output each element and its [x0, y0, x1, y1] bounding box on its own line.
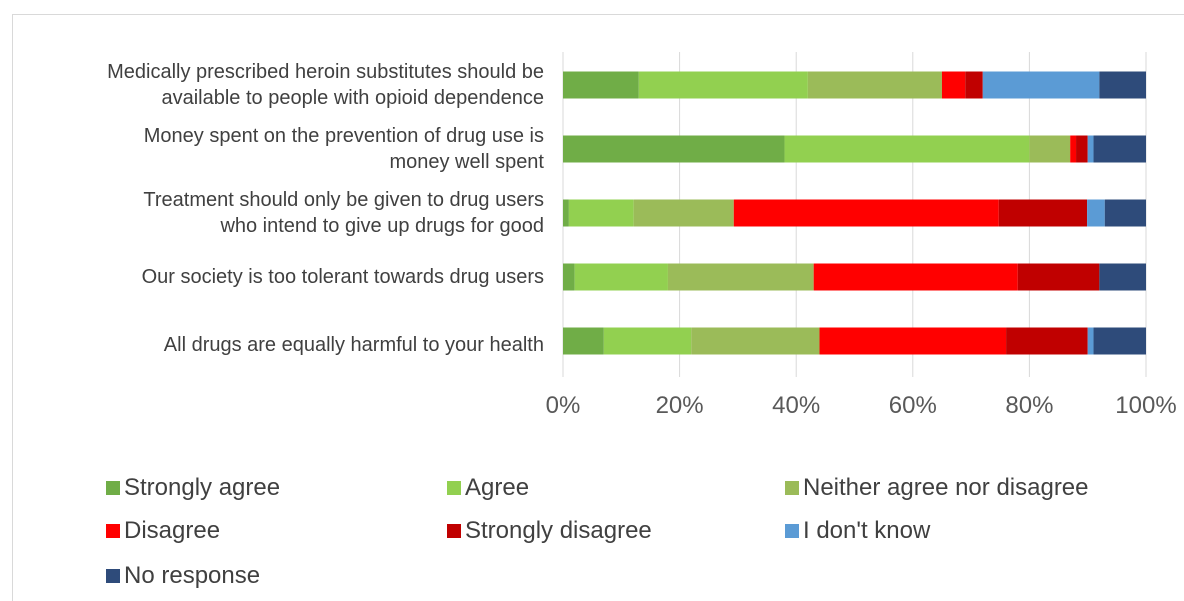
- category-label-2-line-1: who intend to give up drugs for good: [220, 215, 544, 237]
- legend-item-disagree: Disagree: [106, 517, 220, 545]
- bar-segment-row4-strongly-disagree: [1006, 327, 1088, 355]
- bar-segment-row0-neither-agree-nor-disagree: [807, 71, 942, 99]
- bar-segment-row0-i-don-t-know: [982, 71, 1100, 99]
- bar-segment-row0-strongly-agree: [563, 71, 639, 99]
- bar-segment-row3-agree: [574, 263, 668, 291]
- bar-segment-row0-agree: [638, 71, 808, 99]
- bar-segment-row0-strongly-disagree: [965, 71, 983, 99]
- legend-swatch-2: [785, 481, 799, 495]
- legend-label-5: I don't know: [803, 517, 931, 544]
- bar-segment-row4-no-response: [1093, 327, 1146, 355]
- bar-segment-row4-neither-agree-nor-disagree: [691, 327, 820, 355]
- category-label-4: All drugs are equally harmful to your he…: [14, 332, 544, 358]
- bar-segment-row0-disagree: [941, 71, 966, 99]
- x-tick-label-2: 40%: [772, 392, 821, 419]
- legend-label-3: Disagree: [124, 517, 221, 544]
- bar-segment-row2-disagree: [733, 199, 999, 227]
- bar-segment-row3-no-response: [1099, 263, 1146, 291]
- bar-segment-row1-i-don-t-know: [1087, 135, 1094, 163]
- legend-item-i-don-t-know: I don't know: [785, 517, 930, 545]
- legend-swatch-1: [447, 481, 461, 495]
- category-label-4-line-0: All drugs are equally harmful to your he…: [163, 334, 544, 356]
- bar-segment-row4-strongly-agree: [563, 327, 604, 355]
- bar-segment-row1-disagree: [1070, 135, 1077, 163]
- bar-segment-row1-neither-agree-nor-disagree: [1029, 135, 1071, 163]
- category-label-3: Our society is too tolerant towards drug…: [14, 264, 544, 290]
- legend-swatch-6: [106, 569, 120, 583]
- bar-segment-row2-strongly-disagree: [998, 199, 1088, 227]
- bar-segment-row1-agree: [784, 135, 1030, 163]
- category-label-0-line-0: Medically prescribed heroin substitutes …: [107, 61, 544, 83]
- category-label-1-line-1: money well spent: [389, 151, 544, 173]
- bar-segment-row2-neither-agree-nor-disagree: [633, 199, 734, 227]
- bar-segment-row2-no-response: [1104, 199, 1146, 227]
- bar-segment-row3-neither-agree-nor-disagree: [667, 263, 814, 291]
- legend-swatch-3: [106, 524, 120, 538]
- chart-frame: [12, 14, 1184, 601]
- legend-label-1: Agree: [465, 474, 530, 501]
- bar-segment-row1-strongly-disagree: [1076, 135, 1088, 163]
- bar-segment-row3-disagree: [813, 263, 1018, 291]
- bar-segment-row4-agree: [603, 327, 692, 355]
- bar-segment-row2-strongly-agree: [563, 199, 569, 227]
- x-tick-label-4: 80%: [1005, 392, 1054, 419]
- bar-segment-row3-strongly-disagree: [1017, 263, 1100, 291]
- category-label-2: Treatment should only be given to drug u…: [14, 187, 544, 239]
- legend-label-2: Neither agree nor disagree: [803, 474, 1089, 501]
- x-tick-label-3: 60%: [888, 392, 937, 419]
- category-label-1: Money spent on the prevention of drug us…: [14, 123, 544, 175]
- category-label-0-line-1: available to people with opioid dependen…: [161, 87, 544, 109]
- x-tick-label-5: 100%: [1115, 392, 1177, 419]
- legend-swatch-5: [785, 524, 799, 538]
- bar-segment-row2-agree: [568, 199, 634, 227]
- bar-segment-row1-no-response: [1093, 135, 1146, 163]
- legend-item-no-response: No response: [106, 562, 260, 590]
- legend-label-6: No response: [124, 562, 261, 589]
- legend-item-agree: Agree: [447, 474, 529, 502]
- legend-item-strongly-disagree: Strongly disagree: [447, 517, 652, 545]
- bar-segment-row3-strongly-agree: [563, 263, 575, 291]
- legend-label-4: Strongly disagree: [465, 517, 652, 544]
- category-label-1-line-0: Money spent on the prevention of drug us…: [143, 125, 544, 147]
- legend-item-neither-agree-nor-disagree: Neither agree nor disagree: [785, 474, 1089, 502]
- x-tick-label-1: 20%: [655, 392, 704, 419]
- category-label-0: Medically prescribed heroin substitutes …: [14, 59, 544, 111]
- bar-segment-row0-no-response: [1099, 71, 1146, 99]
- category-label-2-line-0: Treatment should only be given to drug u…: [143, 189, 544, 211]
- x-tick-label-0: 0%: [545, 392, 581, 419]
- legend-swatch-4: [447, 524, 461, 538]
- legend-swatch-0: [106, 481, 120, 495]
- bar-segment-row4-i-don-t-know: [1087, 327, 1094, 355]
- legend-label-0: Strongly agree: [124, 474, 281, 501]
- bar-segment-row2-i-don-t-know: [1087, 199, 1105, 227]
- category-label-3-line-0: Our society is too tolerant towards drug…: [141, 266, 544, 288]
- bar-segment-row4-disagree: [819, 327, 1007, 355]
- bar-segment-row1-strongly-agree: [563, 135, 785, 163]
- legend-item-strongly-agree: Strongly agree: [106, 474, 280, 502]
